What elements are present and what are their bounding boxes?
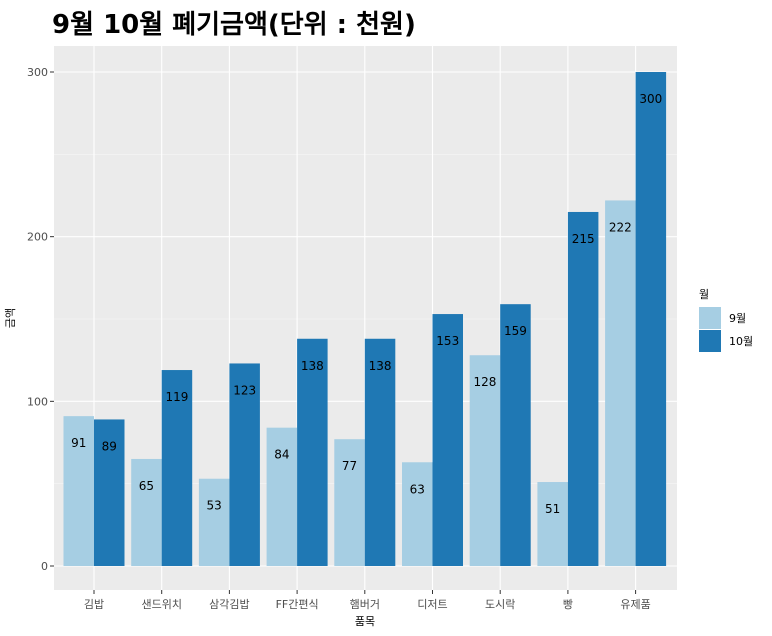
y-tick-label: 0	[41, 560, 48, 573]
legend-label: 10월	[729, 335, 753, 348]
x-tick-label: 디저트	[417, 598, 447, 611]
bar	[537, 482, 568, 566]
bar-value-label: 51	[545, 502, 560, 516]
bar-labels-layer: 91 65 53 84 77 63 128 51 222 89 119 123 138 138 153 159…	[71, 92, 662, 516]
bar-value-label: 65	[139, 479, 154, 493]
bar	[266, 427, 298, 566]
bar	[63, 416, 94, 566]
y-tick-label: 300	[27, 66, 48, 79]
bar	[605, 200, 636, 566]
bar	[567, 211, 599, 566]
x-axis-title: 품목	[355, 615, 375, 628]
bar-value-label: 222	[609, 220, 632, 234]
y-axis: 0 100 200 300	[27, 66, 54, 573]
bar	[469, 355, 501, 566]
legend-key	[699, 307, 721, 329]
bar	[334, 439, 365, 566]
bar	[402, 462, 433, 566]
x-tick-label: 도시락	[485, 598, 515, 611]
bars-layer	[63, 72, 667, 566]
bar	[131, 458, 162, 566]
legend-title: 월	[699, 288, 709, 301]
bar	[432, 314, 463, 566]
bar	[635, 72, 667, 566]
chart-title: 9월 10월 폐기금액(단위 : 천원)	[52, 10, 416, 40]
bar-value-label: 77	[342, 459, 357, 473]
legend: 월 9월 10월	[699, 288, 753, 352]
x-tick-label: FF간편식	[276, 598, 319, 611]
bar-value-label: 138	[369, 359, 392, 373]
bar-value-label: 159	[504, 324, 527, 338]
x-axis: 김밥 샌드위치 삼각김밥 FF간편식 햄버거 디저트 도시락 빵 유제품	[84, 590, 651, 611]
x-tick-label: 유제품	[620, 598, 650, 611]
bar	[198, 478, 230, 566]
bar	[500, 304, 531, 566]
y-tick-label: 200	[27, 231, 48, 244]
bar-value-label: 89	[102, 439, 117, 453]
bar-value-label: 215	[572, 232, 595, 246]
x-tick-label: 햄버거	[350, 598, 380, 611]
bar-value-label: 300	[639, 92, 662, 106]
x-tick-label: 김밥	[84, 598, 104, 611]
legend-key	[699, 330, 721, 352]
x-tick-label: 삼각김밥	[209, 598, 249, 611]
bar	[161, 370, 193, 566]
bar-value-label: 128	[473, 375, 496, 389]
bar	[229, 363, 260, 566]
bar	[94, 419, 125, 566]
y-axis-title: 금액	[4, 308, 17, 328]
x-tick-label: 빵	[563, 598, 573, 611]
legend-label: 9월	[729, 312, 746, 325]
bar-value-label: 53	[207, 499, 222, 513]
x-tick-label: 샌드위치	[141, 598, 181, 611]
bar-value-label: 153	[436, 334, 459, 348]
y-tick-label: 100	[27, 395, 48, 408]
bar	[297, 338, 328, 566]
bar-value-label: 123	[233, 383, 256, 397]
bar-value-label: 63	[410, 482, 425, 496]
bar-value-label: 84	[274, 448, 289, 462]
bar-value-label: 119	[165, 390, 188, 404]
bar-value-label: 138	[301, 359, 324, 373]
bar-value-label: 91	[71, 436, 86, 450]
bar	[364, 338, 396, 566]
